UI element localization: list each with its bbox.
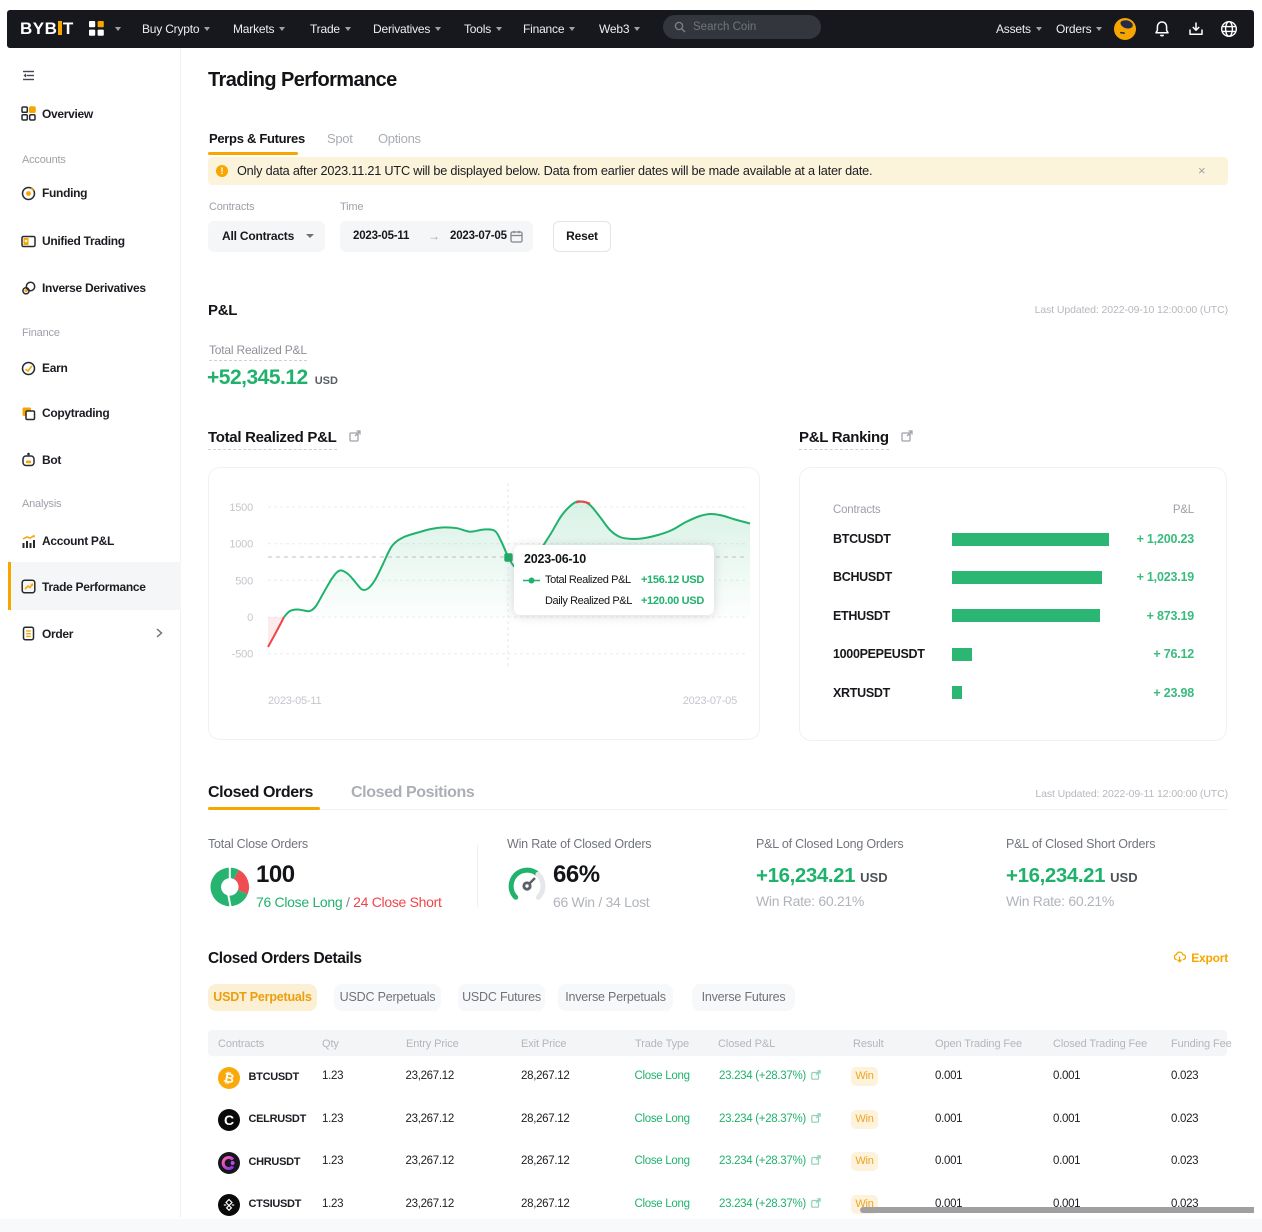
svg-text:C: C [223, 1112, 233, 1128]
svg-text:2023-07-05: 2023-07-05 [683, 695, 737, 707]
svg-text:500: 500 [235, 575, 253, 587]
svg-text:1500: 1500 [229, 502, 253, 514]
svg-text:-500: -500 [232, 649, 253, 661]
svg-text:2023-05-11: 2023-05-11 [268, 695, 322, 707]
svg-text:₿: ₿ [222, 1069, 235, 1086]
svg-text:1000: 1000 [229, 539, 253, 551]
svg-text:0: 0 [247, 612, 253, 624]
